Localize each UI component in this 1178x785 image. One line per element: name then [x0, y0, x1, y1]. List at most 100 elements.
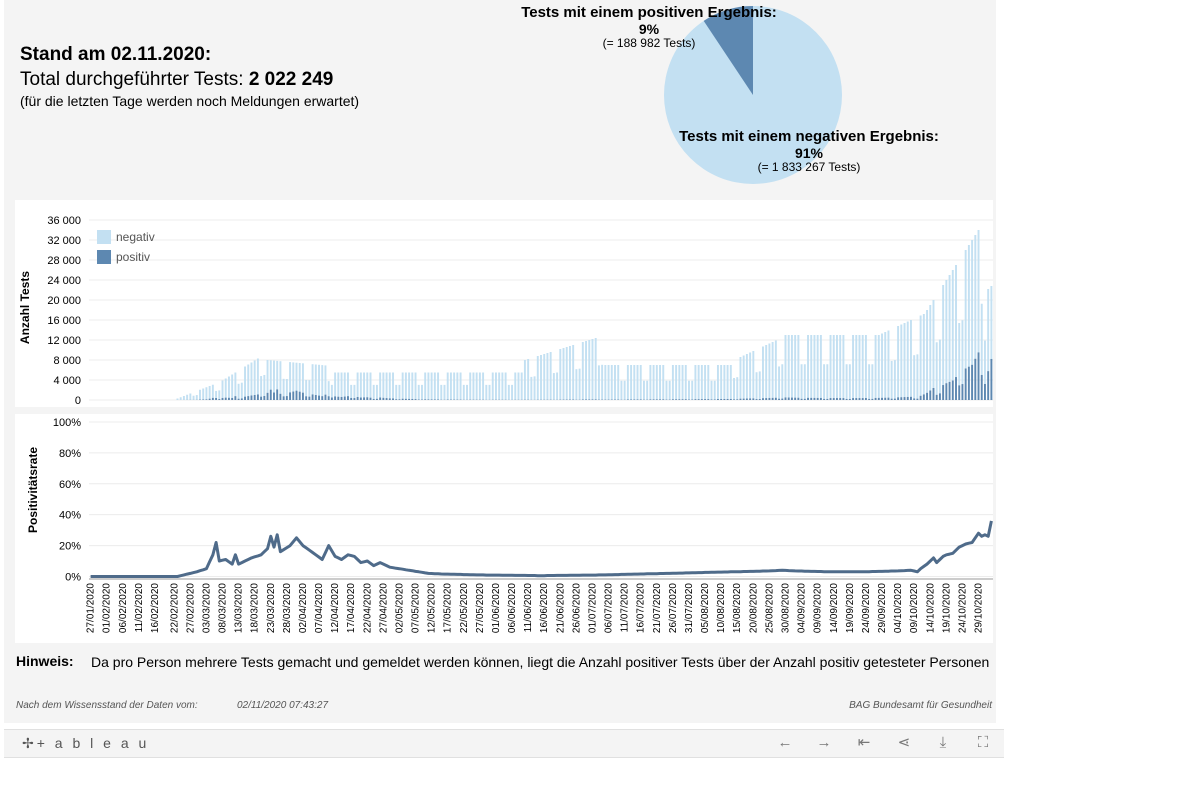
bar-positiv[interactable]	[269, 389, 272, 400]
bar-negativ[interactable]	[890, 360, 893, 399]
bar-negativ[interactable]	[604, 365, 607, 400]
bar-positiv[interactable]	[655, 399, 658, 400]
bar-negativ[interactable]	[292, 362, 295, 392]
bar-positiv[interactable]	[710, 399, 713, 400]
bar-positiv[interactable]	[758, 399, 761, 400]
bar-negativ[interactable]	[507, 384, 510, 400]
bar-positiv[interactable]	[350, 397, 353, 400]
bar-negativ[interactable]	[691, 380, 694, 400]
bar-negativ[interactable]	[790, 335, 793, 398]
fullscreen-icon[interactable]: ⛶	[977, 734, 989, 751]
bar-positiv[interactable]	[980, 374, 983, 400]
bar-negativ[interactable]	[221, 380, 224, 398]
bar-negativ[interactable]	[179, 397, 182, 400]
bar-negativ[interactable]	[655, 365, 658, 400]
bar-negativ[interactable]	[752, 351, 755, 399]
bar-negativ[interactable]	[922, 314, 925, 395]
bar-negativ[interactable]	[472, 372, 475, 400]
bar-positiv[interactable]	[588, 399, 591, 400]
bar-negativ[interactable]	[932, 300, 935, 388]
bar-negativ[interactable]	[710, 380, 713, 400]
bar-negativ[interactable]	[620, 380, 623, 400]
bar-negativ[interactable]	[964, 250, 967, 369]
bar-negativ[interactable]	[938, 339, 941, 394]
bar-positiv[interactable]	[752, 398, 755, 400]
bar-positiv[interactable]	[327, 396, 330, 400]
bar-negativ[interactable]	[533, 376, 536, 400]
bar-positiv[interactable]	[826, 398, 829, 400]
bar-positiv[interactable]	[990, 358, 993, 400]
bar-negativ[interactable]	[871, 364, 874, 399]
bar-negativ[interactable]	[729, 365, 732, 399]
bar-negativ[interactable]	[945, 280, 948, 384]
bar-negativ[interactable]	[337, 372, 340, 397]
bar-positiv[interactable]	[781, 398, 784, 400]
bar-negativ[interactable]	[559, 349, 562, 400]
bar-positiv[interactable]	[250, 395, 253, 401]
bar-positiv[interactable]	[359, 397, 362, 400]
bar-negativ[interactable]	[881, 333, 883, 398]
bar-negativ[interactable]	[311, 364, 314, 395]
bar-positiv[interactable]	[273, 392, 275, 400]
bar-positiv[interactable]	[819, 397, 822, 400]
bar-negativ[interactable]	[298, 363, 301, 392]
bar-negativ[interactable]	[887, 330, 890, 398]
bar-positiv[interactable]	[909, 396, 912, 400]
bar-negativ[interactable]	[726, 365, 729, 399]
bar-negativ[interactable]	[536, 356, 539, 400]
bar-positiv[interactable]	[884, 397, 887, 400]
bar-positiv[interactable]	[343, 396, 346, 400]
bar-negativ[interactable]	[797, 335, 800, 398]
bar-negativ[interactable]	[530, 376, 533, 400]
bar-positiv[interactable]	[208, 398, 211, 400]
bar-negativ[interactable]	[755, 372, 758, 400]
bar-negativ[interactable]	[909, 320, 912, 397]
bar-negativ[interactable]	[665, 380, 668, 400]
bar-negativ[interactable]	[356, 372, 359, 397]
bar-negativ[interactable]	[765, 345, 768, 399]
bar-positiv[interactable]	[774, 397, 777, 400]
bar-positiv[interactable]	[678, 399, 681, 400]
bar-positiv[interactable]	[816, 397, 819, 400]
bar-negativ[interactable]	[263, 374, 266, 396]
bar-positiv[interactable]	[697, 399, 700, 400]
bar-negativ[interactable]	[848, 364, 851, 399]
bar-negativ[interactable]	[633, 365, 636, 400]
bar-negativ[interactable]	[951, 270, 954, 381]
redo-icon[interactable]: →	[816, 734, 832, 751]
bar-positiv[interactable]	[639, 399, 642, 400]
bar-negativ[interactable]	[800, 364, 803, 399]
bar-positiv[interactable]	[858, 398, 861, 400]
bar-negativ[interactable]	[652, 365, 655, 400]
bar-positiv[interactable]	[379, 397, 382, 400]
bar-negativ[interactable]	[906, 321, 909, 397]
revert-icon[interactable]: ⇤	[857, 734, 871, 751]
bar-negativ[interactable]	[527, 359, 530, 400]
bar-negativ[interactable]	[379, 372, 382, 398]
bar-negativ[interactable]	[688, 380, 690, 400]
bar-positiv[interactable]	[823, 398, 826, 400]
bar-positiv[interactable]	[848, 398, 851, 400]
bar-negativ[interactable]	[913, 355, 916, 399]
bar-positiv[interactable]	[398, 399, 401, 400]
bar-positiv[interactable]	[916, 398, 919, 400]
bar-negativ[interactable]	[321, 365, 324, 397]
bar-negativ[interactable]	[295, 362, 298, 391]
bar-positiv[interactable]	[392, 398, 394, 400]
bar-negativ[interactable]	[195, 395, 198, 400]
bar-positiv[interactable]	[829, 398, 832, 400]
bar-negativ[interactable]	[826, 364, 829, 399]
bar-positiv[interactable]	[864, 398, 867, 400]
bar-positiv[interactable]	[926, 392, 929, 400]
bar-negativ[interactable]	[784, 335, 787, 398]
bar-positiv[interactable]	[855, 398, 858, 400]
bar-negativ[interactable]	[742, 355, 745, 399]
bar-negativ[interactable]	[816, 335, 819, 398]
bar-positiv[interactable]	[900, 397, 903, 400]
bar-positiv[interactable]	[919, 395, 922, 400]
bar-negativ[interactable]	[568, 346, 571, 400]
bar-positiv[interactable]	[305, 396, 308, 400]
bar-negativ[interactable]	[836, 335, 838, 399]
bar-negativ[interactable]	[581, 342, 584, 400]
bar-negativ[interactable]	[453, 372, 456, 400]
